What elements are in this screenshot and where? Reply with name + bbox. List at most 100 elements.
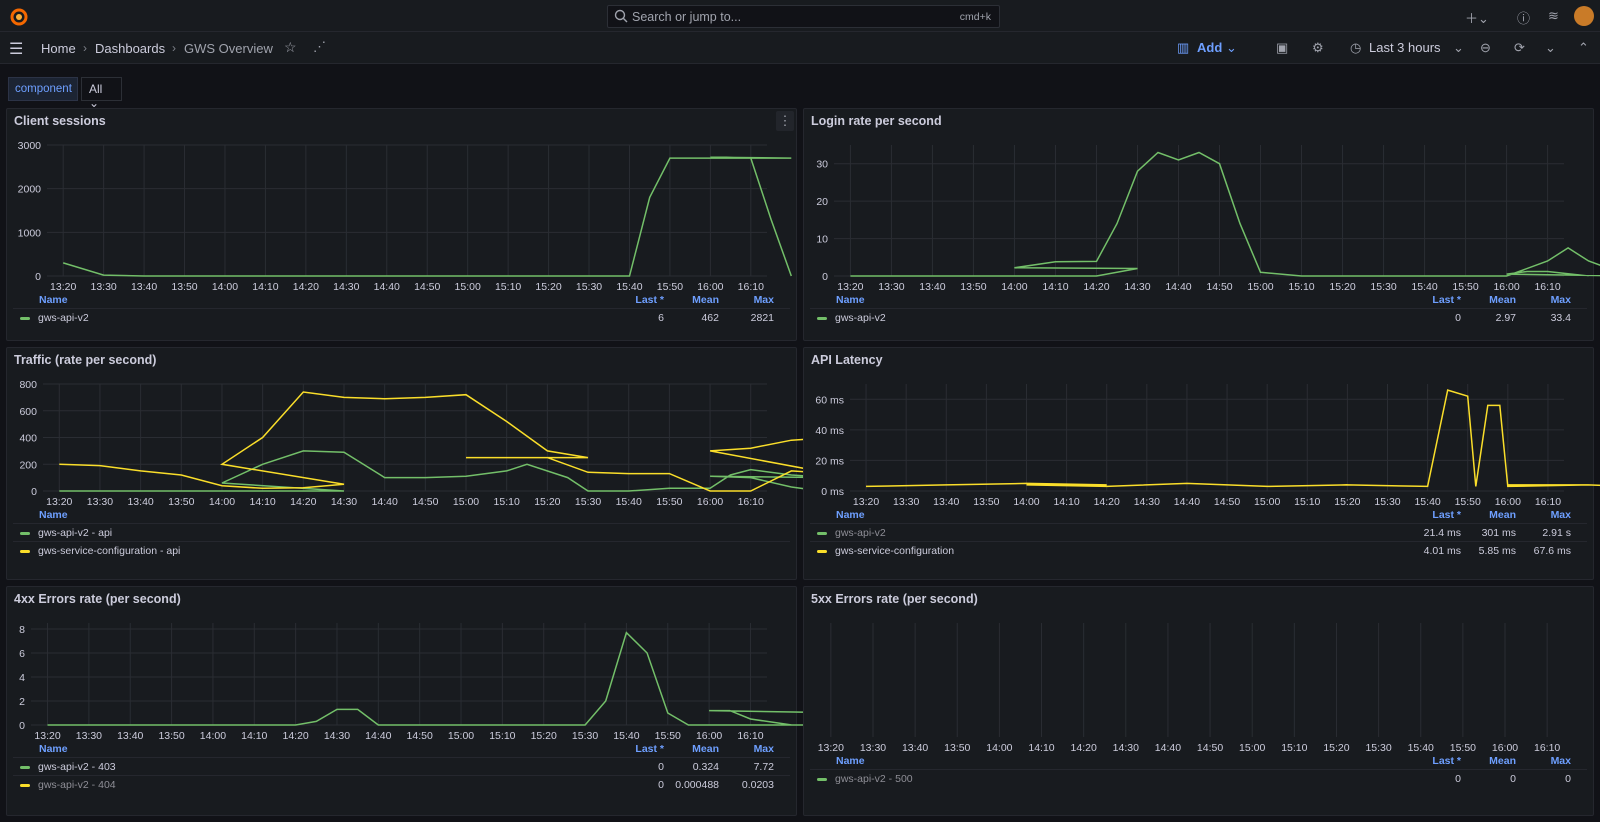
legend-row[interactable]: gws-api-v2 21.4 ms 301 ms 2.91 s [810,523,1587,541]
legend-row[interactable]: gws-api-v2 6 462 2821 [13,308,790,326]
legend-header-name: Name [39,509,68,521]
x-tick-label: 15:10 [1294,496,1320,508]
y-tick-label: 10 [816,234,828,246]
chevron-down-icon: ⌄ [1453,40,1464,55]
chevron-down-icon[interactable]: ⌄ [1545,40,1556,55]
save-icon[interactable]: ▣ [1276,40,1289,55]
panel-5xx-errors[interactable]: 5xx Errors rate (per second) 13:20 13:30 1… [803,586,1594,816]
zoom-out-icon[interactable]: ⊖ [1480,40,1491,55]
x-tick-label: 14:20 [1083,281,1109,293]
legend-series-name[interactable]: gws-api-v2 [835,312,886,324]
legend-header-mean: Mean [1489,509,1516,521]
chart-svg[interactable]: 13:20 13:30 13:40 13:50 14:00 14:10 14:20 14:30… [804,109,1600,340]
plus-icon[interactable]: ＋⌄ [1465,11,1489,26]
x-tick-label: 13:30 [893,496,919,508]
panel-traffic[interactable]: Traffic (rate per second) 13:20 13:30 13:4… [6,347,833,580]
panel-api-latency[interactable]: API Latency 13:20 13:30 13:40 13:50 14:00 14:… [803,347,1600,580]
x-tick-label: 13:20 [34,730,60,742]
x-tick-label: 14:40 [1155,742,1181,754]
y-tick-label: 1000 [18,227,42,239]
y-tick-label: 0 [822,271,828,283]
x-tick-label: 14:00 [1001,281,1027,293]
news-icon[interactable]: ≋ [1548,8,1559,23]
search-input[interactable]: Search or jump to... cmd+k [607,5,1000,28]
legend-series-name[interactable]: gws-api-v2 [38,312,89,324]
legend-swatch [817,778,827,781]
legend-value-last: 21.4 ms [1423,527,1461,539]
x-tick-label: 14:50 [407,730,433,742]
grafana-logo-icon[interactable] [9,7,29,27]
series-line[interactable] [59,391,833,492]
chart-svg[interactable]: 13:20 13:30 13:40 13:50 14:00 14:10 14:20 14:30… [804,587,1593,815]
x-tick-label: 14:40 [1174,496,1200,508]
x-tick-label: 15:50 [1452,281,1478,293]
panel-menu-icon[interactable]: ⋮ [776,111,794,131]
x-tick-label: 14:10 [241,730,267,742]
legend-row[interactable]: gws-api-v2 - 500 0 0 0 [810,769,1587,787]
panel-login-rate[interactable]: Login rate per second 13:20 13:30 13:40 13:… [803,108,1600,341]
legend-series-name[interactable]: gws-api-v2 [835,527,886,539]
series-line[interactable] [59,450,833,492]
gear-icon[interactable]: ⚙ [1312,40,1324,55]
menu-icon[interactable]: ☰ [9,41,24,58]
add-panel-icon: ▥ [1177,40,1190,55]
chart-svg[interactable]: 13:20 13:30 13:40 13:50 14:00 14:10 14:20 14:30… [7,348,833,579]
legend-series-name[interactable]: gws-api-v2 - api [38,527,113,539]
legend-series-name[interactable]: gws-api-v2 - 404 [38,779,116,791]
x-tick-label: 16:10 [738,281,764,293]
breadcrumb-dashboards[interactable]: Dashboards [95,41,166,56]
user-avatar[interactable] [1574,6,1594,26]
x-tick-label: 15:10 [1288,281,1314,293]
chart-svg[interactable]: 13:20 13:30 13:40 13:50 14:00 14:10 14:20 14:30… [7,109,796,340]
x-tick-label: 13:20 [46,496,72,508]
series-line[interactable] [62,156,793,277]
x-tick-label: 13:20 [50,281,76,293]
y-tick-label: 60 ms [815,394,844,406]
breadcrumb-home[interactable]: Home [41,41,76,56]
y-tick-label: 400 [19,433,37,445]
chart-svg[interactable]: 13:20 13:30 13:40 13:50 14:00 14:10 14:20 14:30… [804,348,1600,579]
legend-row[interactable]: gws-api-v2 0 2.97 33.4 [810,308,1587,326]
add-button[interactable]: Add [1197,40,1223,55]
legend-header-max: Max [753,743,774,755]
variable-select[interactable]: All ⌄ [81,77,122,110]
collapse-icon[interactable]: ⌃ [1578,40,1589,55]
x-tick-label: 16:00 [1492,742,1518,754]
legend-value-mean: 301 ms [1481,527,1516,539]
refresh-icon[interactable]: ⟳ [1514,40,1525,55]
x-tick-label: 15:00 [453,496,479,508]
star-icon[interactable]: ☆ [284,39,297,55]
x-tick-label: 13:30 [87,496,113,508]
x-tick-label: 16:00 [696,730,722,742]
panel-4xx-errors[interactable]: 4xx Errors rate (per second) 13:20 13:30 1… [6,586,857,816]
legend-row[interactable]: gws-api-v2 - api [13,523,790,541]
legend-row[interactable]: gws-api-v2 - 403 0 0.324 7.72 [13,757,790,775]
x-tick-label: 15:10 [495,281,521,293]
legend-row[interactable]: gws-api-v2 - 404 0 0.000488 0.0203 [13,775,790,793]
panel-title: Traffic (rate per second) [14,353,157,367]
x-tick-label: 13:30 [878,281,904,293]
y-tick-label: 40 ms [815,425,844,437]
legend-swatch [20,784,30,787]
legend-series-name[interactable]: gws-api-v2 - 403 [38,761,116,773]
legend-value-last: 0 [1455,312,1461,324]
panel-client-sessions[interactable]: Client sessions ⋮ 13:20 13:30 13:40 13:50 14… [6,108,797,341]
x-tick-label: 14:40 [372,496,398,508]
x-tick-label: 13:40 [902,742,928,754]
legend-row[interactable]: gws-service-configuration - api [13,541,790,559]
panel-title: 5xx Errors rate (per second) [811,592,978,606]
x-tick-label: 15:20 [1323,742,1349,754]
series-line[interactable] [865,389,1600,488]
help-icon[interactable]: ⓘ [1517,11,1531,26]
share-icon[interactable]: ⋰ [313,39,326,54]
legend-row[interactable]: gws-service-configuration 4.01 ms 5.85 ms 6… [810,541,1587,559]
legend-series-name[interactable]: gws-service-configuration - api [38,545,181,557]
legend-header-max: Max [753,294,774,306]
legend-series-name[interactable]: gws-api-v2 - 500 [835,773,913,785]
time-range-picker[interactable]: Last 3 hours [1369,40,1441,55]
series-line[interactable] [47,631,857,726]
series-line[interactable] [850,151,1600,277]
legend-series-name[interactable]: gws-service-configuration [835,545,955,557]
y-tick-label: 600 [19,406,37,418]
chart-svg[interactable]: 13:20 13:30 13:40 13:50 14:00 14:10 14:20 14:30… [7,587,857,815]
